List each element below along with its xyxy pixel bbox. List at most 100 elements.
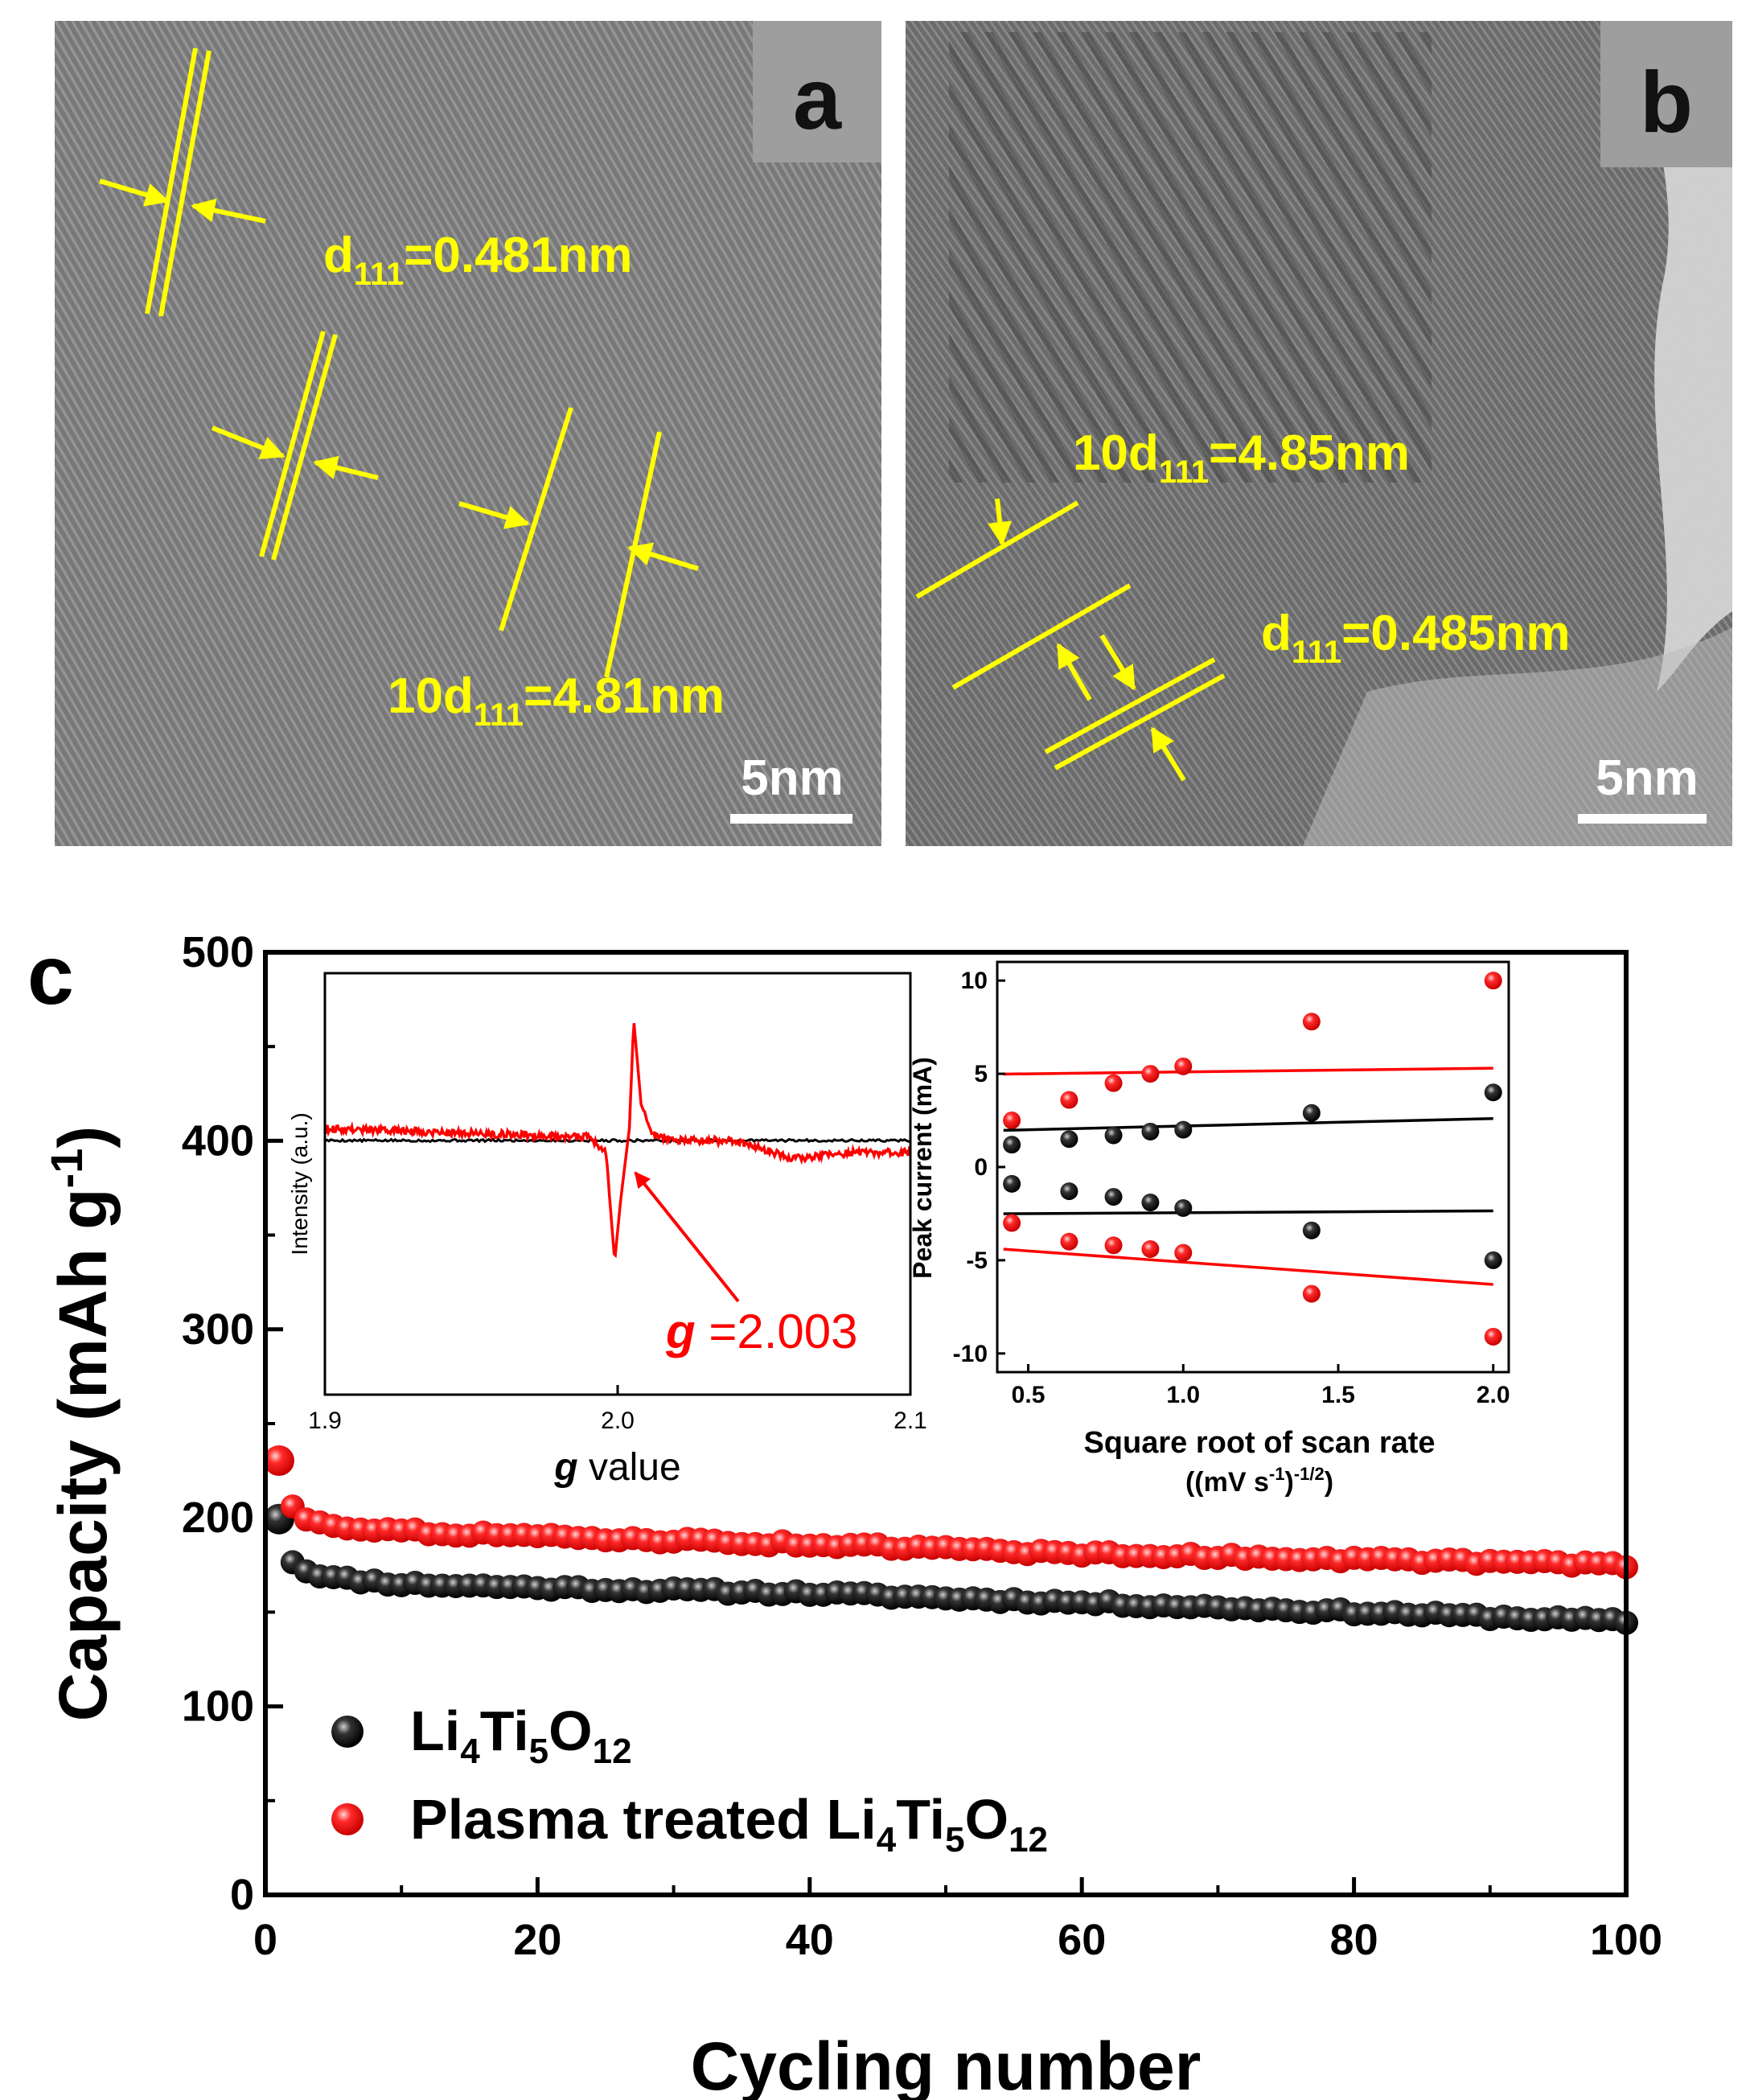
main-y-tick-label: 200 — [182, 1494, 254, 1542]
panel-c-tag: c — [27, 929, 74, 1022]
peak-current-y-tick-label: 10 — [961, 968, 988, 994]
peak-current-point — [1060, 1182, 1078, 1201]
main-y-tick-label: 100 — [182, 1683, 254, 1731]
panel-b-tag: b — [1640, 53, 1693, 150]
peak-current-point — [1484, 1327, 1502, 1346]
peak-current-x-axis-units: ((mV s-1)-1/2) — [1185, 1464, 1333, 1498]
peak-current-point — [1302, 1103, 1321, 1122]
epr-y-axis-label: Intensity (a.u.) — [287, 1112, 312, 1255]
main-x-tick-label: 0 — [253, 1916, 277, 1964]
main-series — [263, 1445, 1638, 1635]
legend: Li4Ti5O12 Plasma treated Li4Ti5O12 — [331, 1699, 1048, 1860]
peak-current-point — [1104, 1126, 1123, 1145]
peak-current-point — [1104, 1074, 1123, 1092]
peak-current-x-tick-label: 0.5 — [1012, 1382, 1045, 1408]
epr-annotation: g =2.003 — [665, 1305, 858, 1358]
main-x-tick-label: 40 — [786, 1916, 834, 1964]
epr-x-axis-label: g value — [553, 1446, 680, 1489]
main-x-axis-label: Cycling number — [691, 2028, 1202, 2100]
legend-marker-plasma — [331, 1803, 364, 1835]
peak-current-plot-frame — [996, 960, 1510, 1374]
peak-current-point — [1003, 1214, 1021, 1232]
main-plot-frame — [263, 950, 1629, 1897]
peak-current-point — [1174, 1057, 1193, 1075]
peak-current-point — [1003, 1112, 1021, 1130]
peak-current-point — [1060, 1130, 1078, 1149]
peak-current-point — [1141, 1194, 1160, 1212]
panel-a-10d111-label: 10d111=4.81nm — [388, 668, 725, 733]
peak-current-y-tick-label: 5 — [974, 1061, 988, 1087]
peak-current-point — [1104, 1188, 1123, 1206]
plasma-point — [263, 1445, 294, 1477]
panel-b-d111-label: d111=0.485nm — [1261, 606, 1571, 670]
peak-current-point — [1141, 1122, 1160, 1140]
peak-current-point — [1141, 1065, 1160, 1083]
tem-panel-a: a d111=0.481nm 10d111=4.81nm 5nm — [55, 21, 881, 846]
peak-current-point — [1174, 1243, 1193, 1262]
peak-current-x-tick-label: 1.0 — [1166, 1382, 1200, 1408]
main-x-tick-label: 80 — [1330, 1916, 1378, 1964]
peak-current-point — [1060, 1232, 1078, 1251]
main-y-tick-label: 500 — [182, 928, 254, 976]
panel-a-scale-label: 5nm — [741, 750, 843, 806]
peak-current-y-axis-label: Peak current (mA) — [908, 1057, 937, 1279]
peak-current-point — [1174, 1120, 1193, 1139]
peak-current-y-tick-label: 0 — [974, 1154, 988, 1181]
panel-b-10d111-label: 10d111=4.85nm — [1073, 425, 1410, 490]
peak-current-ticks: 0.5 1.0 1.5 2.0 -10 -5 0 5 10 — [953, 968, 1510, 1408]
peak-current-fit-line — [1003, 1209, 1493, 1215]
peak-current-y-tick-label: -10 — [953, 1341, 988, 1367]
main-y-tick-label: 300 — [182, 1305, 254, 1354]
main-y-tick-label: 400 — [182, 1116, 254, 1165]
peak-current-point — [1484, 1251, 1502, 1269]
panel-a-tag-bg — [753, 21, 881, 162]
peak-current-point — [1302, 1284, 1321, 1303]
legend-marker-untreated — [331, 1716, 364, 1748]
main-y-axis-label: Capacity (mAh g-1) — [41, 1126, 121, 1722]
epr-annotation-arrow — [634, 1171, 740, 1303]
main-x-tick-label: 60 — [1058, 1916, 1106, 1964]
peak-current-series — [1003, 972, 1502, 1346]
epr-x-tick-label: 2.0 — [601, 1408, 635, 1434]
peak-current-point — [1302, 1221, 1321, 1239]
peak-current-point — [1484, 1083, 1502, 1102]
main-x-tick-label: 100 — [1590, 1916, 1662, 1964]
epr-ticks: 1.9 2.0 2.1 — [308, 1385, 927, 1434]
epr-inset: 1.9 2.0 2.1 Intensity (a.u.) g value g =2.… — [287, 972, 927, 1489]
peak-current-point — [1174, 1199, 1193, 1217]
panel-b-scale-label: 5nm — [1596, 750, 1698, 806]
legend-label-plasma: Plasma treated Li4Ti5O12 — [410, 1788, 1048, 1860]
peak-current-x-tick-label: 2.0 — [1477, 1382, 1510, 1408]
peak-current-point — [1104, 1236, 1123, 1255]
peak-current-point — [1003, 1136, 1021, 1154]
epr-x-tick-label: 1.9 — [308, 1408, 342, 1434]
peak-current-point — [1141, 1240, 1160, 1258]
peak-current-fit-line — [1003, 1247, 1493, 1286]
panel-b-scale-bar — [1578, 814, 1707, 824]
tem-panel-b: b 10d111=4.85nm d111=0.485nm 5nm — [906, 21, 1732, 846]
epr-x-tick-label: 2.1 — [893, 1408, 927, 1434]
legend-label-untreated: Li4Ti5O12 — [410, 1699, 632, 1771]
epr-plot-frame — [323, 972, 912, 1396]
peak-current-x-tick-label: 1.5 — [1321, 1382, 1355, 1408]
peak-current-x-axis-label: Square root of scan rate — [1083, 1426, 1435, 1460]
peak-current-point — [1302, 1013, 1321, 1031]
peak-current-fit-line — [1003, 1066, 1493, 1076]
main-y-tick-label: 0 — [230, 1871, 254, 1919]
main-x-tick-label: 20 — [513, 1916, 561, 1964]
panel-b-tag-bg — [1600, 21, 1732, 167]
peak-current-y-tick-label: -5 — [966, 1247, 988, 1274]
panel-a-d111-label: d111=0.481nm — [323, 228, 633, 292]
peak-current-point — [1484, 972, 1502, 990]
peak-current-point — [1003, 1174, 1021, 1193]
peak-current-fit-line — [1003, 1116, 1493, 1132]
panel-a-tag: a — [793, 50, 842, 147]
epr-series-untreated — [324, 1137, 911, 1144]
epr-series — [323, 1023, 912, 1259]
panel-a-scale-bar — [730, 814, 852, 824]
epr-series-plasma — [323, 1023, 912, 1259]
peak-current-point — [1060, 1091, 1078, 1109]
